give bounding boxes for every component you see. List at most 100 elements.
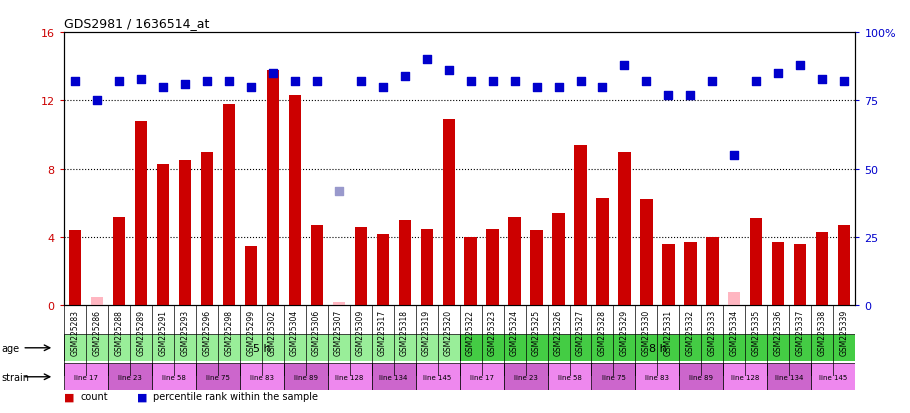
Bar [767,363,812,390]
Bar [596,198,609,306]
Point [507,79,521,85]
Bar [267,71,278,306]
Bar [68,230,81,306]
Text: line 23: line 23 [513,374,538,380]
Bar [509,217,521,306]
Bar [773,242,784,306]
Text: GSM225324: GSM225324 [510,309,519,355]
Point [177,81,192,88]
Text: GSM225296: GSM225296 [202,309,211,355]
Text: age: age [2,343,20,353]
Text: line 83: line 83 [645,374,670,380]
Bar [794,244,806,306]
Point [441,68,456,74]
Text: GSM225302: GSM225302 [268,309,278,355]
Bar [64,363,107,390]
Text: strain: strain [2,372,30,382]
Text: line 58: line 58 [162,374,186,380]
Text: GDS2981 / 1636514_at: GDS2981 / 1636514_at [64,17,209,29]
Bar [552,214,564,306]
Text: GSM225306: GSM225306 [312,309,321,355]
Point [794,62,808,69]
Text: GSM225327: GSM225327 [576,309,585,355]
Text: GSM225317: GSM225317 [378,309,387,355]
Point [243,84,258,91]
Bar [460,335,855,361]
Point [662,93,676,99]
Text: line 89: line 89 [690,374,713,380]
Text: line 145: line 145 [423,374,451,380]
Text: GSM225291: GSM225291 [158,309,167,355]
Point [134,76,148,83]
Bar [371,363,416,390]
Point [288,79,302,85]
Bar [503,363,548,390]
Text: GSM225304: GSM225304 [290,309,299,355]
Text: GSM225328: GSM225328 [598,309,607,355]
Bar [723,363,767,390]
Point [837,79,852,85]
Bar [812,363,855,390]
Point [111,79,126,85]
Point [551,84,566,91]
Text: GSM225293: GSM225293 [180,309,189,355]
Text: GSM225330: GSM225330 [642,309,651,355]
Bar [662,244,674,306]
Point [398,74,412,80]
Point [89,98,104,104]
Text: GSM225339: GSM225339 [840,309,849,355]
Text: GSM225331: GSM225331 [664,309,673,355]
Bar [239,363,284,390]
Text: line 23: line 23 [117,374,142,380]
Point [420,57,434,64]
Bar [751,219,763,306]
Bar [641,200,652,306]
Text: GSM225320: GSM225320 [444,309,453,355]
Text: GSM225289: GSM225289 [136,309,146,355]
Bar [574,145,587,306]
Text: line 134: line 134 [379,374,408,380]
Point [617,62,632,69]
Bar [196,363,239,390]
Point [705,79,720,85]
Point [485,79,500,85]
Text: line 89: line 89 [294,374,318,380]
Bar [107,363,152,390]
Bar [592,363,635,390]
Bar [460,363,503,390]
Text: GSM225298: GSM225298 [224,309,233,355]
Text: line 75: line 75 [602,374,625,380]
Point [353,79,368,85]
Bar [838,225,851,306]
Bar [399,221,410,306]
Point [266,71,280,77]
Point [463,79,478,85]
Point [309,79,324,85]
Bar [157,164,168,306]
Bar [332,302,345,306]
Point [683,93,698,99]
Text: GSM225337: GSM225337 [796,309,805,355]
Text: GSM225326: GSM225326 [554,309,563,355]
Bar [310,225,323,306]
Text: GSM225307: GSM225307 [334,309,343,355]
Point [530,84,544,91]
Text: GSM225338: GSM225338 [818,309,827,355]
Bar [377,234,389,306]
Bar [245,246,257,306]
Bar [706,237,719,306]
Text: GSM225286: GSM225286 [92,309,101,355]
Point [199,79,214,85]
Text: percentile rank within the sample: percentile rank within the sample [153,392,318,401]
Bar [548,363,592,390]
Point [331,188,346,195]
Text: GSM225309: GSM225309 [356,309,365,355]
Text: line 83: line 83 [249,374,274,380]
Text: GSM225318: GSM225318 [400,309,410,355]
Text: GSM225283: GSM225283 [70,309,79,355]
Text: line 58: line 58 [558,374,581,380]
Bar [728,292,741,306]
Text: 8 h: 8 h [649,343,666,353]
Bar [200,152,213,306]
Bar [284,363,328,390]
